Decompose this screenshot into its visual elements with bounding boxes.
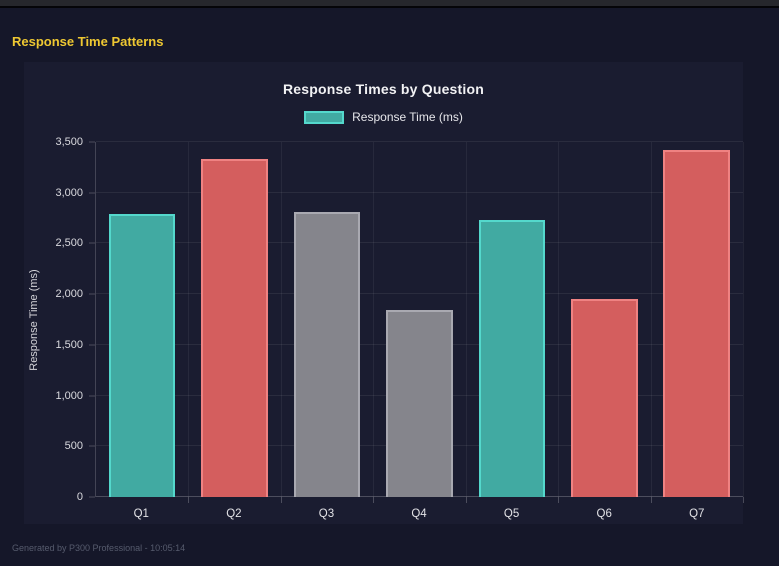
y-tick-label: 2,500 — [55, 237, 83, 250]
top-window-strip — [0, 0, 779, 8]
y-tick-mark — [89, 192, 95, 194]
y-axis: Response Time (ms) 0 500 1,000 1,500 2,000 2,… — [24, 136, 95, 503]
legend-swatch — [304, 110, 345, 124]
y-tick-label: 1,500 — [55, 338, 83, 351]
y-tick-mark — [89, 395, 95, 397]
page-title: Response Time Patterns — [12, 34, 164, 49]
footer-note: Generated by P300 Professional - 10:05:1… — [12, 543, 186, 553]
v-gridline — [188, 142, 190, 497]
y-tick-mark — [89, 496, 95, 498]
y-tick-mark — [89, 344, 95, 346]
v-gridline — [650, 142, 652, 497]
x-tick-label: Q1 — [133, 508, 149, 520]
bar-column — [373, 142, 465, 497]
v-gridline — [743, 142, 744, 497]
v-gridline — [373, 142, 375, 497]
bar-q1[interactable] — [108, 214, 176, 497]
x-tick-mark — [558, 497, 560, 503]
chart-area: Response Time (ms) 0 500 1,000 1,500 2,000 2,… — [24, 136, 744, 503]
x-tick-mark — [650, 497, 652, 503]
x-tick-label: Q4 — [411, 508, 427, 520]
h-gridline — [96, 141, 743, 142]
chart-legend[interactable]: Response Time (ms) — [24, 110, 743, 124]
x-tick-label: Q5 — [503, 508, 520, 520]
h-gridline — [96, 293, 743, 295]
x-tick-mark — [465, 497, 467, 503]
bars-row — [96, 142, 743, 497]
bar-q4[interactable] — [386, 310, 453, 497]
plot-area — [95, 141, 744, 503]
v-gridline — [558, 142, 560, 497]
y-tick-label: 3,500 — [55, 136, 83, 148]
x-tick-mark — [188, 497, 190, 503]
x-tick-label: Q3 — [318, 508, 335, 520]
bar-q7[interactable] — [663, 150, 730, 497]
y-axis-ticks: 0 500 1,000 1,500 2,000 2,500 3,000 3,500 — [24, 136, 95, 503]
y-tick-label: 2,000 — [55, 288, 83, 301]
y-tick-mark — [89, 445, 95, 447]
bar-column — [96, 142, 188, 497]
bar-column — [281, 142, 373, 497]
bar-q2[interactable] — [201, 159, 268, 497]
bar-column — [558, 142, 650, 497]
chart-panel: Response Times by Question Response Time… — [24, 62, 744, 524]
x-tick-label: Q2 — [226, 508, 242, 520]
x-tick-mark — [373, 497, 375, 503]
bar-q5[interactable] — [478, 220, 546, 497]
bar-column — [651, 142, 743, 497]
chart-title: Response Times by Question — [283, 81, 484, 97]
x-axis-labels: Q1 Q2 Q3 Q4 Q5 Q6 Q7 — [95, 508, 743, 520]
x-tick-label: Q6 — [596, 508, 612, 520]
legend-label: Response Time (ms) — [352, 110, 463, 124]
bar-q6[interactable] — [571, 299, 638, 497]
y-tick-mark — [89, 293, 95, 295]
y-tick-label: 500 — [64, 440, 83, 453]
x-tick-label: Q7 — [689, 508, 705, 520]
y-tick-label: 0 — [76, 491, 83, 503]
bar-column — [188, 142, 280, 497]
v-gridline — [280, 142, 282, 497]
y-tick-mark — [89, 242, 95, 244]
bar-column — [466, 142, 558, 497]
x-tick-mark — [280, 497, 282, 503]
v-gridline — [465, 142, 467, 497]
x-tick-mark — [743, 497, 744, 503]
y-tick-label: 1,000 — [55, 389, 83, 402]
h-gridline — [96, 191, 743, 193]
y-tick-label: 3,000 — [55, 186, 83, 199]
y-tick-mark — [89, 141, 95, 143]
bar-q3[interactable] — [293, 212, 361, 497]
h-gridline — [96, 242, 743, 244]
